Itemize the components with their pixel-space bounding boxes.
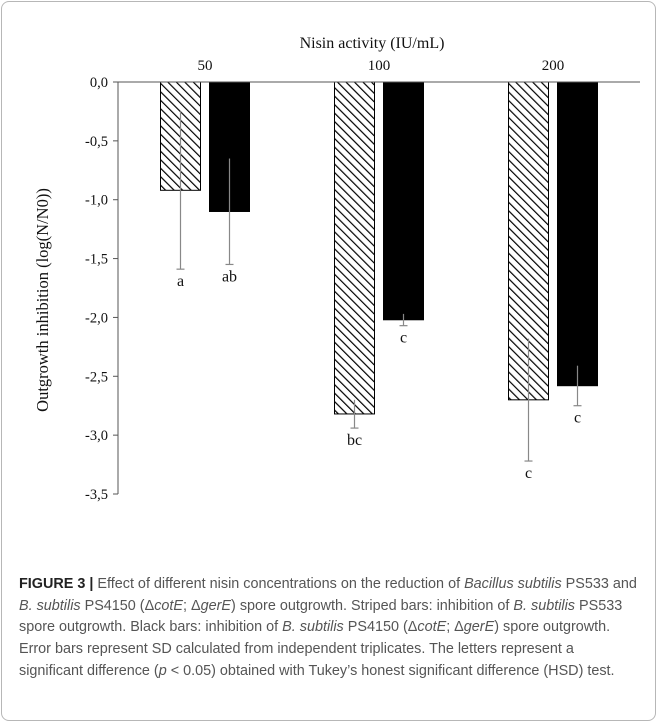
- black-bar: [557, 81, 598, 387]
- caption-text: ; Δ: [183, 597, 201, 614]
- caption-italic: p: [158, 662, 167, 679]
- caption-text: ; Δ: [446, 619, 464, 636]
- caption-text: PS4150 (Δ: [80, 597, 155, 614]
- y-tick-label: -0,5: [85, 134, 108, 150]
- caption-text: Effect of different nisin concentrations…: [93, 576, 465, 592]
- y-tick-label: 0,0: [90, 75, 108, 91]
- bar-chart: Nisin activity (IU/mL) Outgrowth inhibit…: [33, 35, 640, 503]
- significance-letter: c: [525, 465, 532, 482]
- caption-italic: B. subtilis: [19, 597, 81, 614]
- caption-label: FIGURE 3 |: [19, 576, 94, 592]
- category-label: 100: [368, 58, 391, 74]
- caption-italic: B. subtilis: [513, 597, 575, 614]
- caption-text: < 0.05) obtained with Tukey’s honest sig…: [166, 662, 615, 679]
- caption-italic: cotE: [154, 597, 184, 614]
- y-axis-ticks: 0,0 -0,5 -1,0 -1,5 -2,0 -2,5 -3,0 -3,5: [85, 75, 118, 503]
- x-axis-title: Nisin activity (IU/mL): [300, 35, 445, 52]
- category-label: 200: [542, 58, 565, 74]
- significance-letter: c: [574, 410, 581, 427]
- striped-bar: [334, 81, 375, 415]
- caption-text: PS533 spore outgrowth. Black bars: inhib…: [19, 597, 623, 636]
- y-tick-label: -3,0: [85, 428, 108, 444]
- y-tick-label: -1,0: [85, 193, 108, 209]
- bars: [160, 81, 598, 415]
- y-axis-title: Outgrowth inhibition (log(N/N0)): [33, 188, 52, 412]
- significance-letter: c: [400, 330, 407, 347]
- black-bar: [383, 81, 424, 321]
- caption-text: PS4150 (Δ: [343, 619, 418, 636]
- figure-caption: FIGURE 3 | Effect of different nisin con…: [19, 574, 641, 683]
- caption-text: ) spore outgrowth. Striped bars: inhibit…: [231, 597, 514, 614]
- caption-italic: Bacillus subtilis: [464, 576, 562, 592]
- y-tick-label: -2,0: [85, 310, 108, 326]
- caption-italic: B. subtilis: [282, 619, 344, 636]
- caption-text: PS533 and: [561, 576, 637, 592]
- caption-italic: gerE: [463, 619, 495, 636]
- y-tick-label: -3,5: [85, 487, 108, 503]
- significance-letter: bc: [347, 432, 362, 449]
- caption-italic: cotE: [417, 619, 447, 636]
- y-tick-label: -1,5: [85, 252, 108, 268]
- y-tick-label: -2,5: [85, 369, 108, 385]
- error-bars: [176, 111, 582, 462]
- caption-text: ) spore outgrowth. Error bars represent …: [19, 619, 611, 679]
- significance-letter: ab: [222, 268, 237, 285]
- significance-letters: a ab bc c c c: [177, 268, 581, 482]
- significance-letter: a: [177, 273, 184, 290]
- category-labels: 50 100 200: [198, 58, 565, 74]
- caption-italic: gerE: [200, 597, 232, 614]
- category-label: 50: [198, 58, 213, 74]
